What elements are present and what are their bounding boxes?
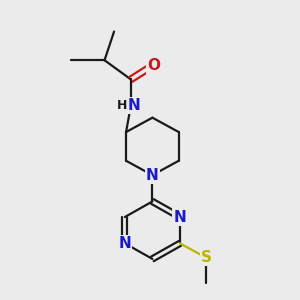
Text: O: O [147,58,160,73]
Text: H: H [117,99,127,112]
Text: N: N [118,236,131,251]
Text: S: S [201,250,212,265]
Text: N: N [146,168,159,183]
Text: N: N [173,209,186,224]
Text: N: N [128,98,141,113]
